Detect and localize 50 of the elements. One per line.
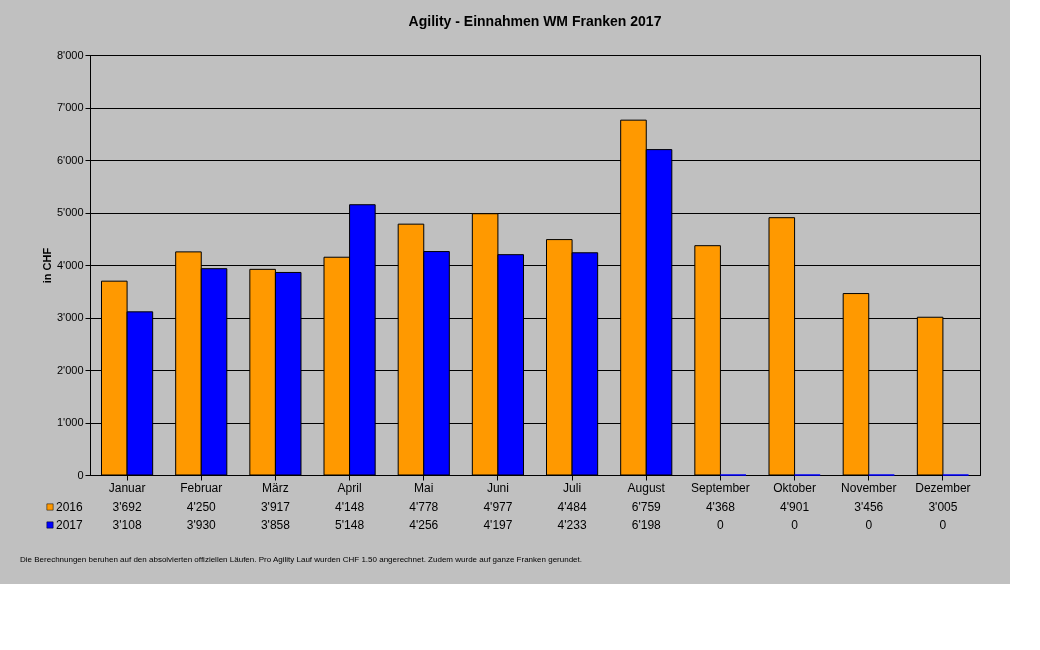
y-tick-label: 2'000 xyxy=(56,363,84,376)
data-label: 4'484 xyxy=(557,500,587,514)
data-label: 6'759 xyxy=(631,500,662,514)
data-label: 4'148 xyxy=(335,500,365,514)
x-tick-label: Juli xyxy=(563,480,582,495)
data-label: 3'692 xyxy=(112,500,142,514)
legend-label: 2016 xyxy=(56,500,84,514)
data-label: 3'858 xyxy=(260,518,291,532)
x-tick-label: November xyxy=(841,480,897,495)
data-label: 4'778 xyxy=(409,500,439,514)
y-tick-label: 0 xyxy=(77,468,84,481)
data-label: 0 xyxy=(865,518,873,532)
x-tick-label: August xyxy=(627,480,666,495)
data-label: 3'108 xyxy=(112,518,142,532)
x-tick-label: Dezember xyxy=(915,480,971,495)
data-label: 4'197 xyxy=(483,518,513,532)
data-label: 4'256 xyxy=(409,518,439,532)
data-label: 3'930 xyxy=(186,518,217,532)
data-label: 4'368 xyxy=(705,500,736,514)
x-tick-label: Oktober xyxy=(773,480,816,495)
y-tick-label: 5'000 xyxy=(56,206,84,218)
data-label: 5'148 xyxy=(335,518,365,532)
data-label: 0 xyxy=(939,518,947,532)
data-label: 4'250 xyxy=(186,500,217,514)
data-label: 4'901 xyxy=(780,500,810,514)
legend-label: 2017 xyxy=(56,518,84,532)
x-tick-label: Mai xyxy=(414,480,434,495)
y-tick-label: 8'000 xyxy=(56,48,84,61)
y-tick-label: 6'000 xyxy=(56,153,84,166)
y-tick-label: 4'000 xyxy=(56,258,84,271)
data-label: 3'005 xyxy=(928,500,958,514)
data-label: 4'977 xyxy=(483,500,513,514)
x-tick-label: Februar xyxy=(180,480,223,495)
data-label: 3'456 xyxy=(854,500,884,514)
data-label: 0 xyxy=(791,518,799,532)
data-label: 4'233 xyxy=(557,518,587,532)
y-axis-title: in CHF xyxy=(40,247,53,284)
text: Die Berechnungen beruhen auf den absolvierten offiziellen Läufen. Pro Agility Lauf wurden CHF 1.50 angerechnet. Zudem wurde auf ganze Franken gerundet. xyxy=(20,555,582,564)
chart-title: Agility - Einnahmen WM Franken 2017 xyxy=(408,13,662,29)
y-tick-label: 7'000 xyxy=(56,101,84,113)
data-label: 6'198 xyxy=(631,518,662,532)
x-tick-label: Januar xyxy=(108,480,146,495)
data-label: 0 xyxy=(717,518,725,532)
x-tick-label: September xyxy=(691,480,750,495)
y-tick-label: 1'000 xyxy=(56,416,84,428)
x-tick-label: März xyxy=(262,480,289,495)
x-tick-label: Juni xyxy=(486,480,509,495)
y-tick-label: 3'000 xyxy=(56,311,84,323)
data-label: 3'917 xyxy=(260,500,291,514)
x-tick-label: April xyxy=(337,480,362,495)
